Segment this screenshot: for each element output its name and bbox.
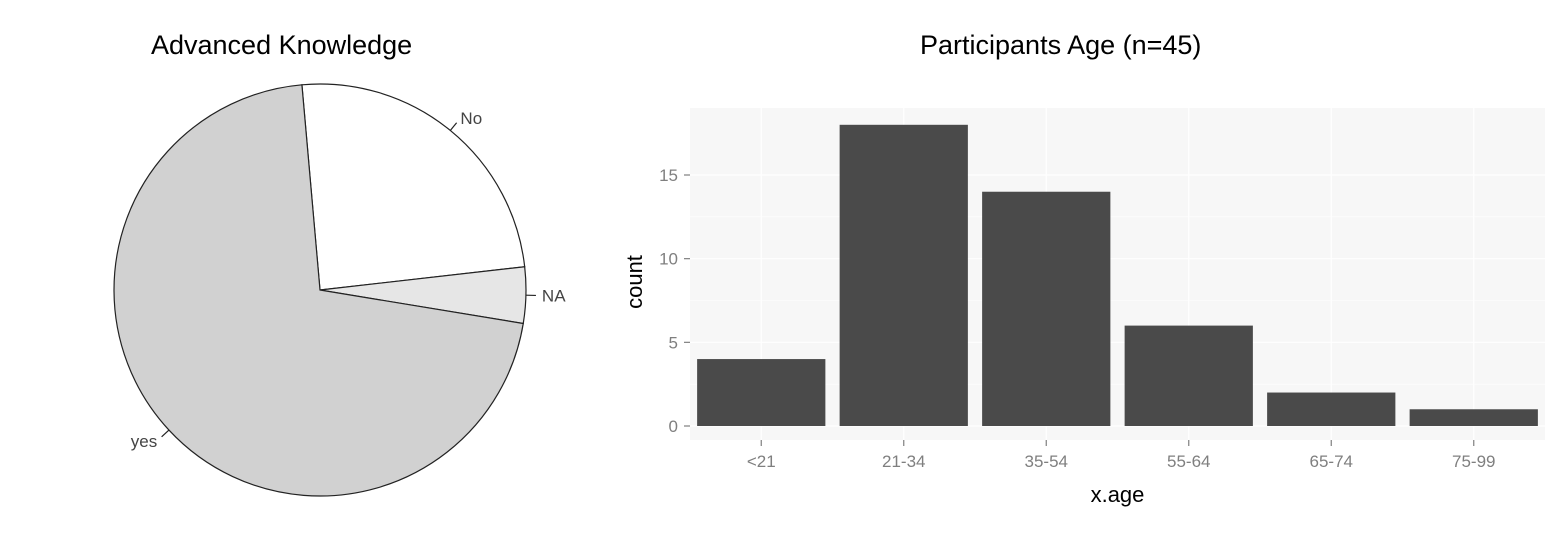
pie-slice-no [302,84,525,290]
bar-55-64 [1125,326,1253,426]
x-tick-label-65-74: 65-74 [1310,452,1353,471]
x-tick-label-35-54: 35-54 [1025,452,1068,471]
bar-21 [697,359,825,426]
y-tick-label-5: 5 [669,333,678,352]
pie-label-no: No [460,109,482,128]
y-axis-title: count [622,255,647,309]
pie-chart-panel: Advanced Knowledge No NA yes [0,0,620,538]
pie-chart: No NA yes [0,0,620,538]
bar-21-34 [840,125,968,426]
bar-75-99 [1410,409,1538,426]
x-tick-label-21: <21 [747,452,776,471]
x-tick-label-21-34: 21-34 [882,452,925,471]
y-tick-label-0: 0 [669,417,678,436]
pie-label-na: NA [542,287,566,306]
x-axis-title: x.age [1091,482,1145,507]
y-tick-label-10: 10 [659,250,678,269]
y-tick-label-15: 15 [659,166,678,185]
x-tick-label-75-99: 75-99 [1452,452,1495,471]
pie-label-tick-yes [162,430,169,437]
bar-chart: 0 5 10 15 <21 21-34 35-54 55-64 65-74 75-99 x.age c… [600,0,1564,538]
pie-label-tick-no [450,123,456,131]
pie-label-yes: yes [131,432,157,451]
bar-chart-title: Participants Age (n=45) [920,30,1201,61]
bar-chart-panel: Participants Age (n=45) 0 5 10 15 <21 21-34 35… [600,0,1564,538]
bar-65-74 [1267,393,1395,426]
bar-35-54 [982,192,1110,426]
pie-chart-title: Advanced Knowledge [151,30,412,61]
x-tick-label-55-64: 55-64 [1167,452,1210,471]
